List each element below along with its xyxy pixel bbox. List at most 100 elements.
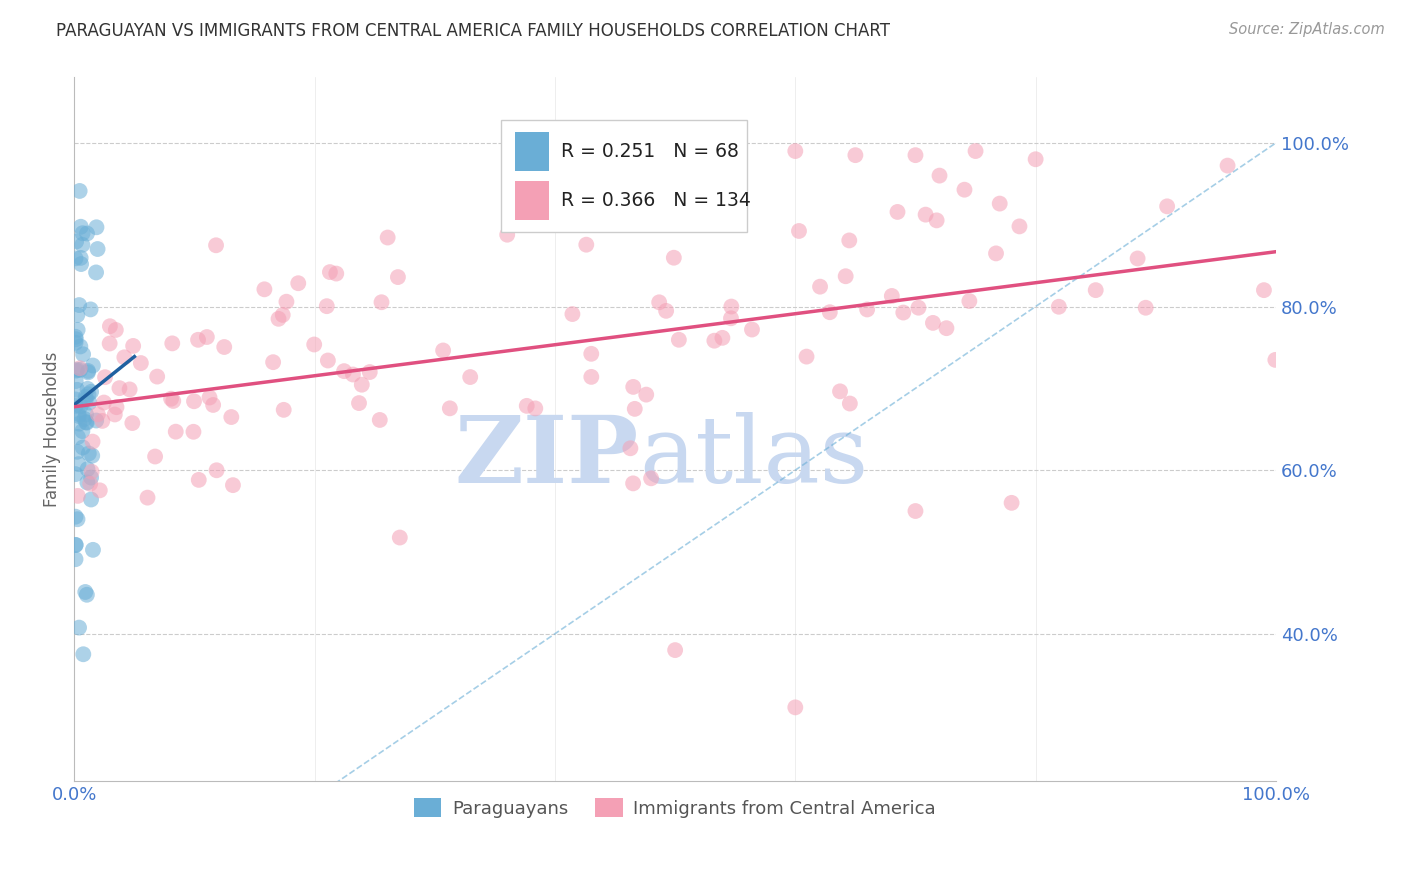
Point — [72, 237, 94, 252]
Text: atlas: atlas — [640, 412, 869, 502]
Point — [65, 399, 87, 413]
Point — [69, 251, 91, 265]
Point — [66, 383, 89, 397]
Point — [69, 399, 91, 413]
Point — [104, 323, 127, 337]
Point — [720, 300, 742, 314]
Point — [73, 412, 96, 426]
Point — [94, 370, 117, 384]
Point — [575, 237, 598, 252]
Bar — [516, 132, 548, 170]
Point — [183, 394, 205, 409]
Point — [195, 330, 218, 344]
Point — [69, 184, 91, 198]
Point — [67, 457, 90, 471]
Point — [82, 449, 104, 463]
Point — [914, 208, 936, 222]
Point — [315, 299, 337, 313]
Point — [711, 331, 734, 345]
Point — [76, 462, 98, 476]
Point — [253, 282, 276, 296]
Point — [72, 424, 94, 438]
Point — [325, 267, 347, 281]
Point — [162, 336, 184, 351]
Point — [69, 361, 91, 376]
Point — [183, 425, 205, 439]
Point — [72, 226, 94, 240]
Point — [129, 356, 152, 370]
Point — [98, 319, 121, 334]
Point — [65, 364, 87, 378]
Point — [65, 252, 87, 266]
Point — [202, 398, 225, 412]
Point — [808, 279, 831, 293]
Point — [165, 425, 187, 439]
Point — [623, 401, 645, 416]
Point — [75, 407, 97, 421]
Point — [856, 302, 879, 317]
Point — [838, 234, 860, 248]
Point — [118, 383, 141, 397]
Point — [72, 441, 94, 455]
Point — [65, 467, 87, 482]
Point — [1135, 301, 1157, 315]
Point — [342, 368, 364, 382]
Point — [104, 408, 127, 422]
Point — [136, 491, 159, 505]
Point — [82, 434, 104, 449]
Point — [212, 340, 235, 354]
Text: ZIP: ZIP — [454, 412, 640, 502]
Point — [66, 512, 89, 526]
Point — [267, 311, 290, 326]
Point — [67, 409, 90, 423]
Point — [561, 307, 583, 321]
Point — [333, 364, 356, 378]
Point — [65, 332, 87, 346]
Y-axis label: Family Households: Family Households — [44, 351, 60, 507]
Point — [741, 322, 763, 336]
Point — [834, 269, 856, 284]
Point — [98, 336, 121, 351]
Point — [65, 538, 87, 552]
Point — [80, 470, 103, 484]
Point — [1264, 352, 1286, 367]
FancyBboxPatch shape — [501, 120, 747, 232]
Point — [276, 294, 298, 309]
Point — [922, 316, 945, 330]
Point — [664, 643, 686, 657]
Point — [93, 395, 115, 409]
Point — [66, 308, 89, 322]
Point — [368, 413, 391, 427]
Point — [79, 395, 101, 409]
Point — [953, 183, 976, 197]
Point — [77, 446, 100, 460]
Point — [77, 387, 100, 401]
Point — [828, 384, 851, 399]
Point — [838, 396, 860, 410]
Point — [89, 483, 111, 498]
Point — [524, 401, 547, 416]
Point — [84, 413, 107, 427]
Point — [70, 257, 93, 271]
Point — [648, 295, 671, 310]
Point — [143, 450, 166, 464]
Point — [928, 169, 950, 183]
Point — [907, 301, 929, 315]
Point — [66, 323, 89, 337]
Point — [76, 588, 98, 602]
Point — [76, 227, 98, 241]
Point — [205, 238, 228, 252]
Point — [205, 463, 228, 477]
Point — [640, 471, 662, 485]
Point — [76, 382, 98, 396]
Point — [66, 363, 89, 377]
Point — [818, 305, 841, 319]
Point — [844, 148, 866, 162]
Point — [187, 333, 209, 347]
Point — [65, 552, 87, 566]
Point — [458, 370, 481, 384]
Point — [377, 230, 399, 244]
Point — [886, 205, 908, 219]
Point — [65, 392, 87, 407]
Point — [221, 410, 243, 425]
